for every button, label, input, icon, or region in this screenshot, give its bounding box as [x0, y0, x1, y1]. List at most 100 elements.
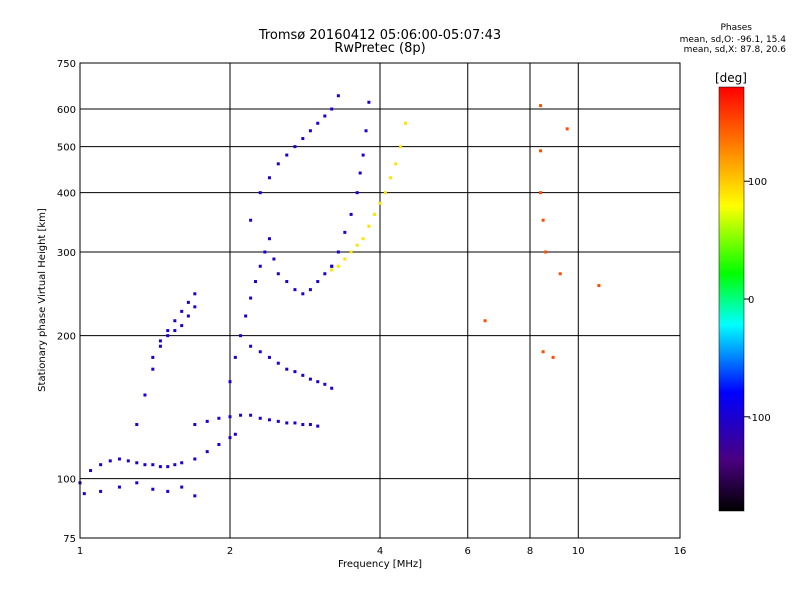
- data-point: [99, 489, 103, 493]
- x-tick-label: 2: [227, 546, 233, 557]
- chart-title: Tromsø 20160412 05:06:00-05:07:43: [258, 28, 502, 43]
- y-tick-label: 500: [57, 143, 76, 154]
- plot-frame: [79, 62, 681, 539]
- data-point: [180, 309, 184, 313]
- x-tick-label: 6: [465, 546, 471, 557]
- data-point: [316, 380, 320, 384]
- phase-stats-x-mode: mean, sd,X: 87.8, 20.6: [683, 45, 786, 55]
- data-point: [217, 416, 221, 420]
- data-point: [539, 191, 543, 195]
- data-point: [166, 489, 170, 493]
- data-point: [193, 423, 197, 427]
- data-point: [373, 212, 377, 216]
- data-point: [180, 485, 184, 489]
- data-point: [293, 145, 297, 149]
- data-point: [117, 457, 121, 461]
- phase-stats-heading: Phases: [720, 23, 752, 33]
- data-point: [355, 191, 359, 195]
- data-point: [89, 469, 93, 473]
- data-point: [285, 367, 289, 371]
- y-tick-label: 750: [57, 59, 76, 70]
- data-point: [355, 243, 359, 247]
- data-point: [158, 344, 162, 348]
- data-point: [82, 492, 86, 496]
- data-point: [330, 268, 334, 272]
- data-point: [173, 463, 177, 467]
- data-point: [316, 424, 320, 428]
- x-axis-label: Frequency [MHz]: [338, 559, 422, 570]
- data-point: [151, 355, 155, 359]
- phase-stats-o-mode: mean, sd,O: -96.1, 15.4: [679, 35, 786, 45]
- data-point: [249, 413, 253, 417]
- data-point: [267, 176, 271, 180]
- data-point: [135, 481, 139, 485]
- data-point: [378, 201, 382, 205]
- data-point: [343, 230, 347, 234]
- y-tick-label: 100: [57, 475, 76, 486]
- data-point: [253, 280, 257, 284]
- data-point: [308, 423, 312, 427]
- data-point: [186, 300, 190, 304]
- data-point: [301, 423, 305, 427]
- data-point: [166, 334, 170, 338]
- data-point: [541, 350, 545, 354]
- data-point: [558, 272, 562, 276]
- data-point: [244, 314, 248, 318]
- data-point: [293, 370, 297, 374]
- data-point: [193, 494, 197, 498]
- data-point: [361, 153, 365, 157]
- data-point: [151, 463, 155, 467]
- data-point: [597, 284, 601, 288]
- colorbar-ticks: 100 0 -100: [744, 177, 771, 424]
- data-point: [483, 319, 487, 323]
- data-point: [258, 191, 262, 195]
- colorbar-tick-label: -100: [748, 413, 771, 424]
- colorbar-tick-label: 0: [748, 295, 754, 306]
- data-point: [117, 485, 121, 489]
- data-point: [99, 463, 103, 467]
- data-point: [364, 129, 368, 133]
- data-point: [126, 459, 130, 463]
- data-point: [239, 334, 243, 338]
- x-tick-label: 1: [77, 546, 83, 557]
- data-point: [361, 237, 365, 241]
- data-point: [316, 280, 320, 284]
- data-point: [358, 171, 362, 175]
- data-point: [267, 237, 271, 241]
- data-point: [166, 465, 170, 469]
- data-point: [180, 461, 184, 465]
- data-point: [323, 382, 327, 386]
- x-tick-label: 8: [527, 546, 533, 557]
- data-point: [336, 250, 340, 254]
- data-point: [336, 264, 340, 268]
- data-point: [143, 393, 147, 397]
- data-point: [403, 121, 407, 125]
- data-point: [249, 296, 253, 300]
- data-point: [276, 162, 280, 166]
- data-point: [336, 94, 340, 98]
- data-point: [272, 257, 276, 261]
- data-point: [166, 329, 170, 333]
- y-tick-label: 300: [57, 248, 76, 259]
- grid-lines: [79, 62, 681, 539]
- x-tick-label: 10: [572, 546, 585, 557]
- data-point: [228, 415, 232, 419]
- data-point: [249, 344, 253, 348]
- data-point: [565, 127, 569, 131]
- data-point: [151, 367, 155, 371]
- data-point: [551, 355, 555, 359]
- y-tick-labels: 75 100 200 300 400 500 600 750: [57, 59, 76, 545]
- data-point: [193, 457, 197, 461]
- data-point: [158, 339, 162, 343]
- data-point: [301, 292, 305, 296]
- colorbar-label: [deg]: [715, 71, 747, 85]
- data-point: [367, 224, 371, 228]
- data-point: [541, 218, 545, 222]
- y-tick-label: 400: [57, 189, 76, 200]
- data-point: [394, 162, 398, 166]
- data-point: [399, 145, 403, 149]
- data-point: [173, 319, 177, 323]
- data-point: [349, 212, 353, 216]
- colorbar-tick-label: 100: [748, 177, 767, 188]
